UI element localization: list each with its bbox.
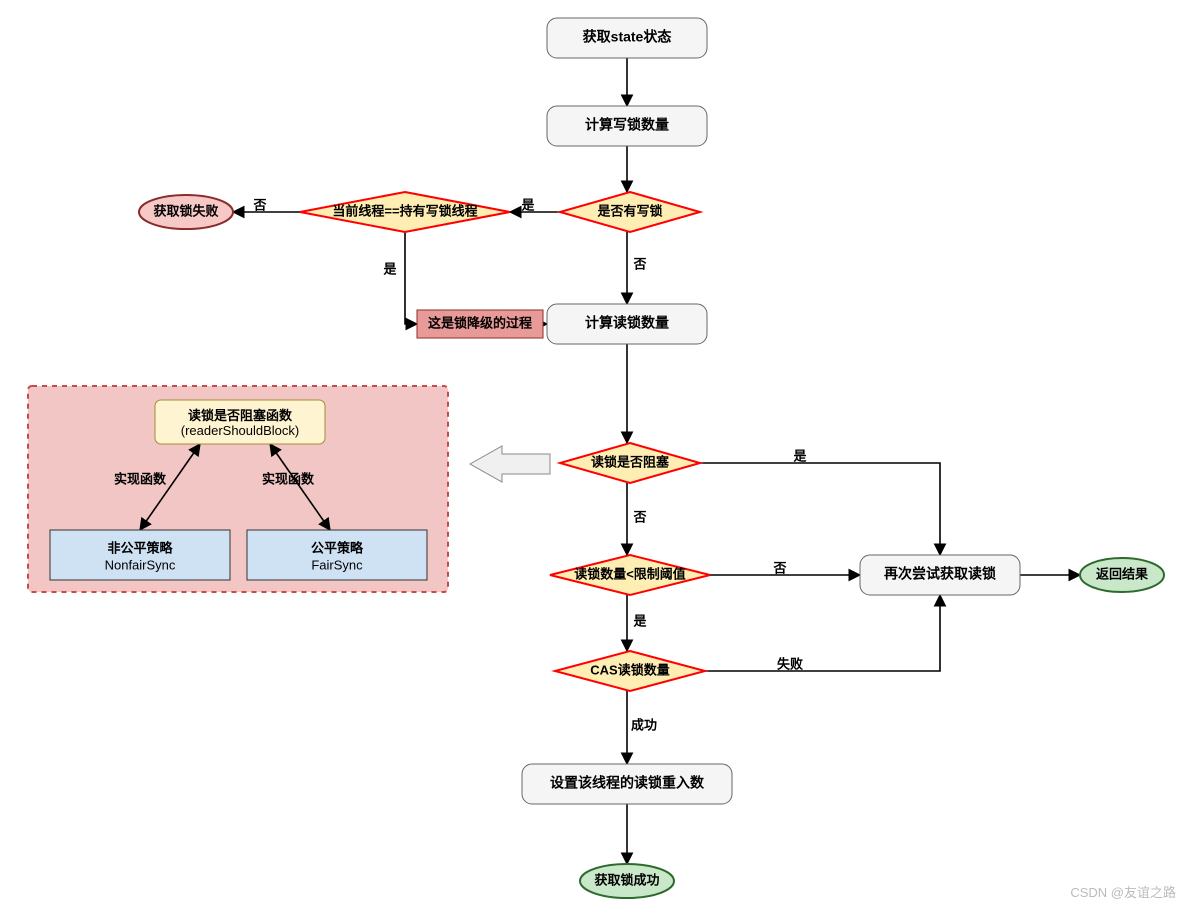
svg-text:再次尝试获取读锁: 再次尝试获取读锁 [884, 566, 996, 582]
svg-text:否: 否 [632, 509, 646, 524]
svg-text:CAS读锁数量: CAS读锁数量 [590, 662, 669, 677]
watermark: CSDN @友谊之路 [1070, 882, 1176, 901]
svg-text:是: 是 [632, 613, 647, 628]
svg-text:是: 是 [792, 448, 807, 463]
svg-text:公平策略: 公平策略 [311, 540, 364, 555]
svg-text:获取state状态: 获取state状态 [583, 29, 672, 45]
svg-text:计算写锁数量: 计算写锁数量 [585, 117, 669, 133]
svg-text:NonfairSync: NonfairSync [105, 557, 176, 572]
svg-text:这是锁降级的过程: 这是锁降级的过程 [428, 315, 532, 330]
svg-text:否: 否 [772, 560, 786, 575]
svg-text:失败: 失败 [777, 656, 803, 671]
svg-text:否: 否 [632, 256, 646, 271]
svg-text:实现函数: 实现函数 [262, 471, 315, 486]
svg-text:是: 是 [520, 197, 535, 212]
svg-text:读锁是否阻塞函数: 读锁是否阻塞函数 [188, 408, 293, 423]
svg-text:读锁数量<限制阈值: 读锁数量<限制阈值 [574, 566, 686, 581]
svg-text:计算读锁数量: 计算读锁数量 [585, 315, 669, 331]
svg-text:(readerShouldBlock): (readerShouldBlock) [181, 423, 300, 438]
svg-text:成功: 成功 [631, 717, 657, 732]
svg-text:返回结果: 返回结果 [1096, 566, 1148, 581]
svg-text:实现函数: 实现函数 [114, 471, 167, 486]
svg-text:读锁是否阻塞: 读锁是否阻塞 [591, 454, 670, 469]
svg-text:获取锁失败: 获取锁失败 [153, 203, 218, 218]
svg-text:否: 否 [252, 197, 266, 212]
svg-text:FairSync: FairSync [311, 557, 363, 572]
svg-text:获取锁成功: 获取锁成功 [594, 872, 659, 887]
flowchart-canvas: 是否否是否是是否失败成功实现函数实现函数获取state状态计算写锁数量是否有写锁… [0, 0, 1188, 911]
svg-text:设置该线程的读锁重入数: 设置该线程的读锁重入数 [550, 775, 705, 791]
svg-text:是: 是 [382, 261, 397, 276]
svg-text:非公平策略: 非公平策略 [107, 540, 173, 555]
svg-text:当前线程==持有写锁线程: 当前线程==持有写锁线程 [332, 203, 477, 218]
svg-text:是否有写锁: 是否有写锁 [596, 203, 662, 218]
